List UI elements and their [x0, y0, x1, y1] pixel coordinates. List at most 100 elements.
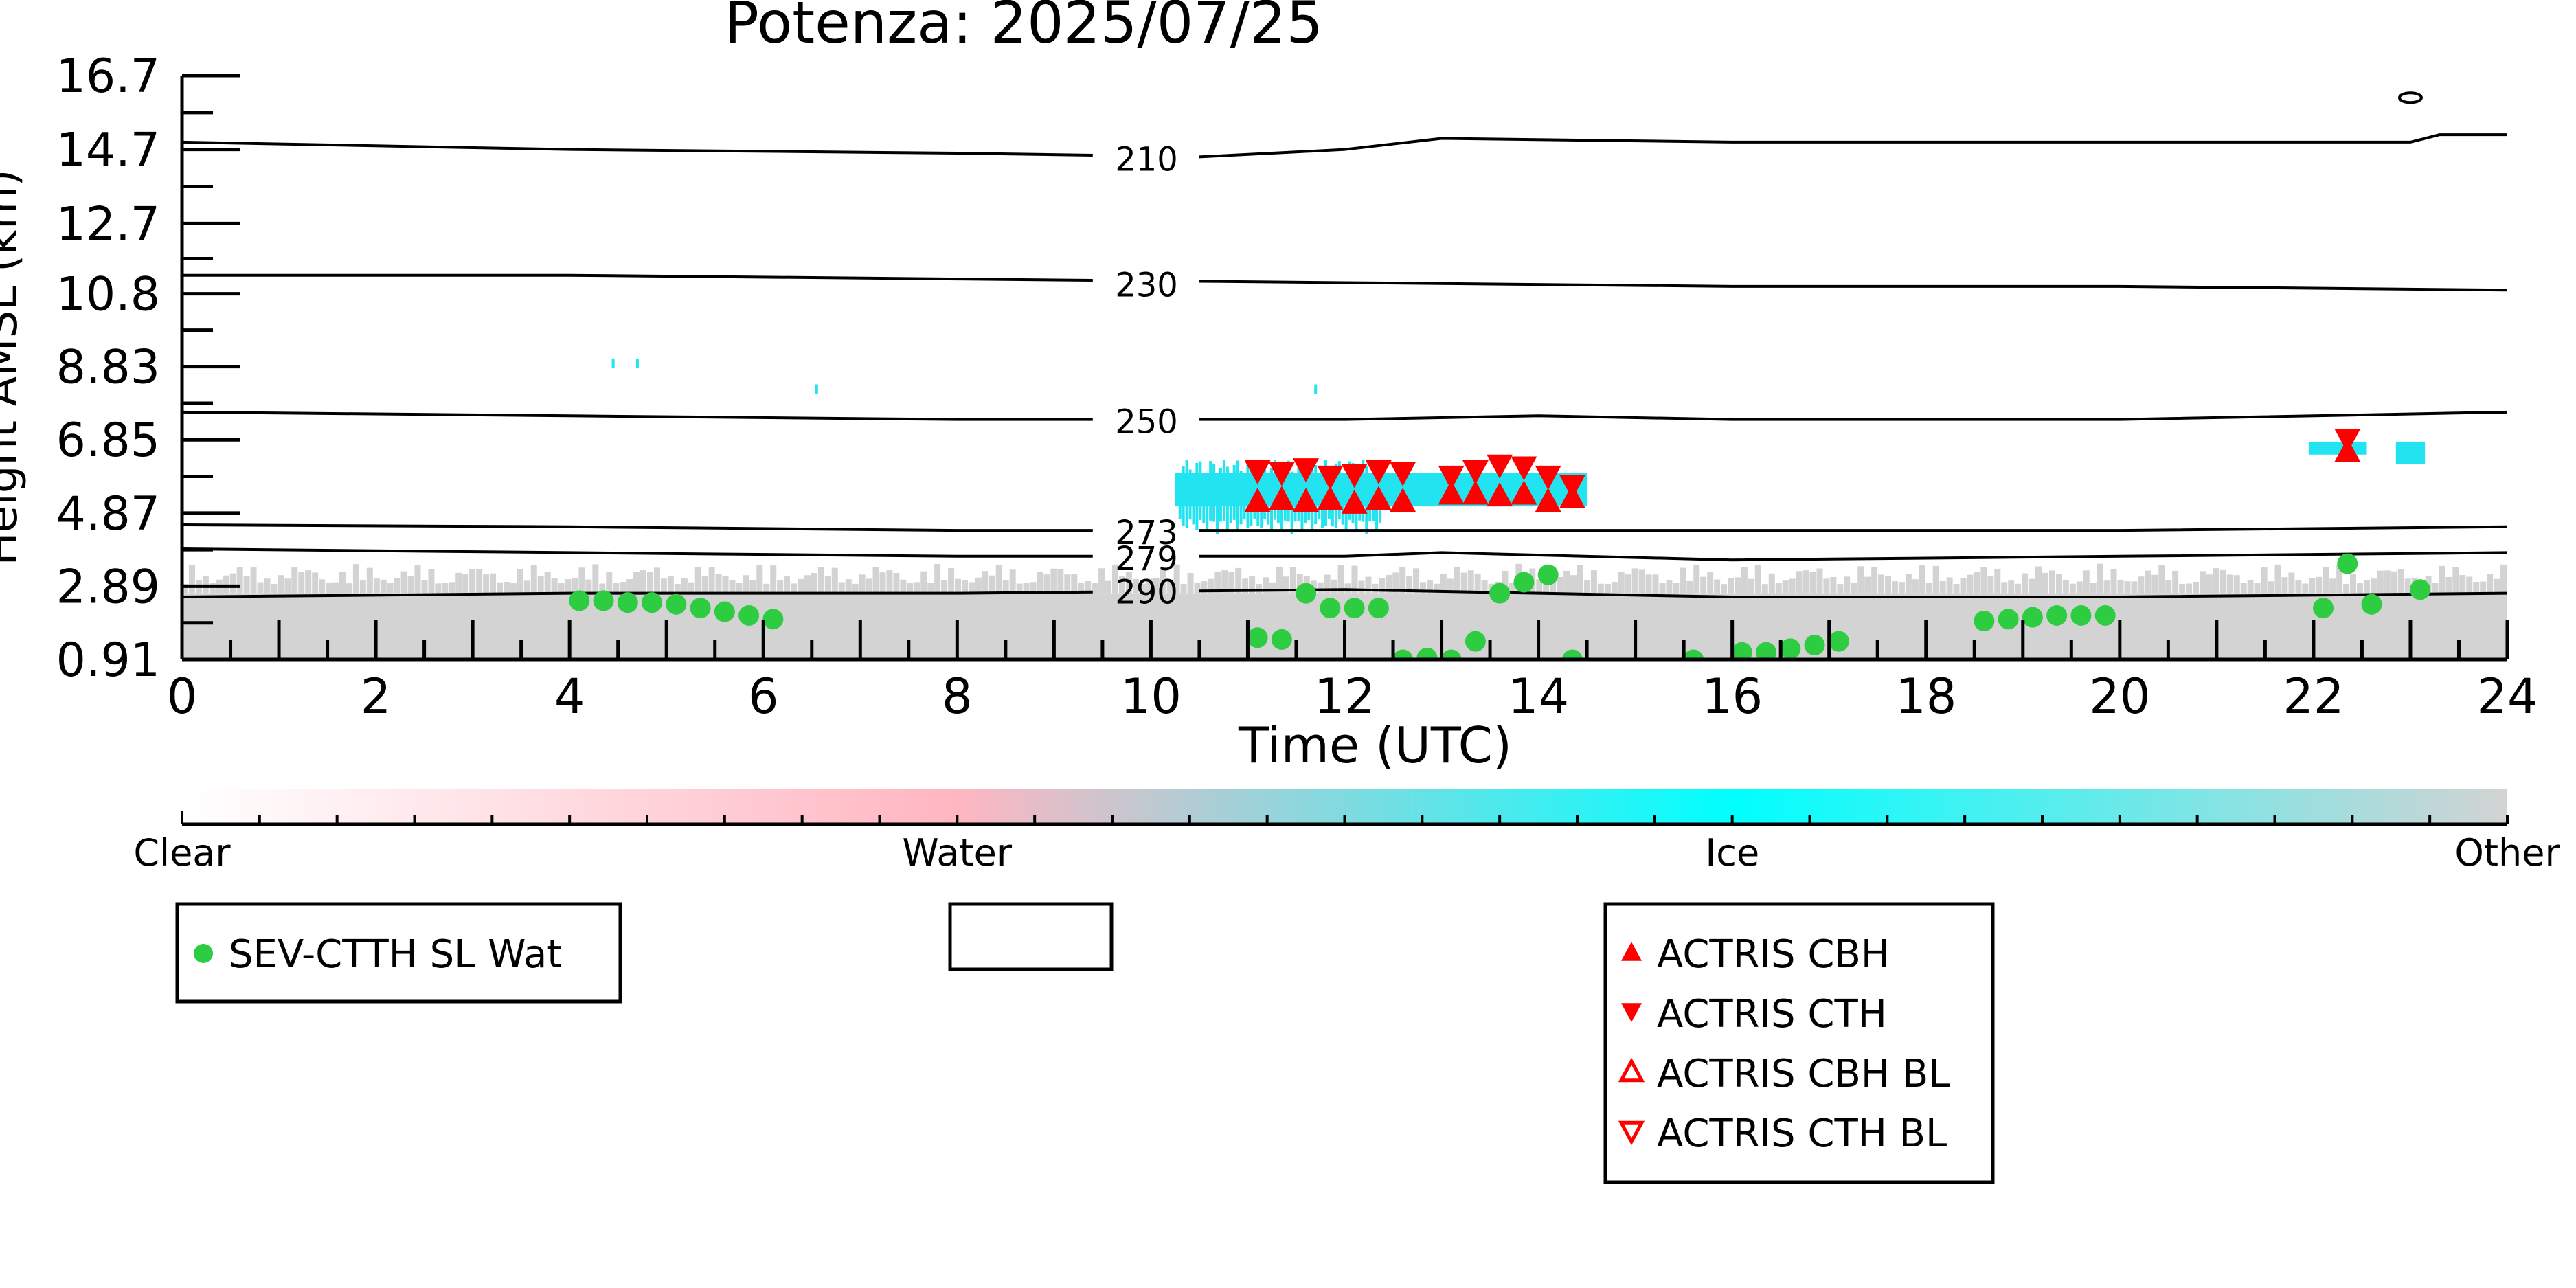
y-tick-label: 6.85 — [56, 414, 160, 468]
other-speckle — [530, 564, 537, 594]
other-speckle — [585, 579, 592, 594]
other-speckle — [2377, 570, 2384, 594]
other-speckle — [202, 575, 209, 594]
legend-label: ACTRIS CTH BL — [1657, 1111, 1947, 1156]
other-speckle — [2233, 575, 2240, 594]
other-speckle — [2295, 580, 2302, 594]
contour-label-230: 230 — [1115, 266, 1178, 304]
other-speckle — [1680, 567, 1686, 594]
other-speckle — [817, 567, 824, 594]
other-speckle — [366, 567, 373, 594]
point-sev-ctth-sl-wat — [1344, 598, 1365, 619]
contour-line-250 — [1199, 410, 2507, 421]
other-speckle — [1399, 567, 1406, 594]
other-speckle — [1112, 564, 1118, 594]
point-sev-ctth-sl-wat — [2070, 605, 2092, 626]
point-actris-cth — [1487, 454, 1513, 479]
point-actris-cth — [1559, 475, 1585, 499]
other-speckle — [804, 575, 811, 594]
contour-line-279 — [182, 547, 1093, 558]
other-speckle — [352, 564, 359, 594]
other-speckle — [749, 580, 756, 594]
other-speckle — [1721, 584, 1728, 594]
legend-label: ACTRIS CTH — [1657, 992, 1887, 1037]
other-speckle — [578, 567, 585, 594]
other-speckle — [2048, 570, 2055, 594]
other-speckle — [380, 579, 387, 594]
other-speckle — [1440, 574, 1447, 594]
other-speckle — [1016, 583, 1023, 594]
x-tick-label: 24 — [2476, 668, 2538, 725]
x-tick-label: 12 — [1314, 668, 1375, 725]
other-speckle — [2274, 564, 2281, 594]
contour-label-273: 273 — [1115, 514, 1178, 552]
other-speckle — [1420, 582, 1427, 594]
other-speckle — [1761, 584, 1768, 594]
point-actris-cth — [1462, 460, 1489, 484]
point-sev-ctth-sl-wat — [1368, 598, 1389, 619]
other-speckle — [2363, 580, 2370, 594]
legend-box-bottom-left — [175, 902, 622, 1004]
point-sev-ctth-sl-wat — [642, 592, 663, 613]
other-speckle — [1673, 583, 1680, 594]
point-sev-ctth-sl-wat — [2022, 607, 2043, 628]
other-speckle — [1953, 584, 1960, 594]
other-speckle — [681, 578, 688, 594]
other-speckle — [2329, 578, 2336, 594]
point-sev-ctth-sl-wat — [762, 609, 784, 630]
legend-box-bottom-right — [1603, 902, 1995, 1184]
legend-label: ACTRIS CBH — [1657, 932, 1890, 977]
other-speckle — [1851, 582, 1857, 594]
other-speckle — [845, 579, 852, 594]
other-speckle — [209, 583, 216, 594]
other-speckle — [988, 575, 995, 594]
other-speckle — [373, 578, 380, 594]
other-speckle — [359, 579, 366, 594]
other-speckle — [2480, 581, 2487, 594]
other-speckle — [1857, 566, 1864, 594]
point-actris-cth — [1511, 456, 1537, 481]
other-speckle — [955, 578, 962, 594]
other-speckle — [319, 579, 326, 594]
contour-line-250 — [182, 410, 1093, 421]
x-tick-label: 4 — [554, 668, 585, 725]
other-speckle — [2131, 581, 2138, 594]
point-sev-ctth-sl-wat — [2313, 598, 2334, 619]
other-speckle — [1118, 576, 1125, 594]
x-tick-label: 6 — [748, 668, 779, 725]
other-speckle — [900, 579, 907, 594]
other-speckle — [1714, 579, 1721, 594]
point-sev-ctth-sl-wat — [2337, 553, 2358, 574]
other-speckle — [1392, 572, 1399, 594]
other-speckle — [859, 574, 866, 594]
other-speckle — [537, 576, 544, 594]
other-speckle — [2268, 581, 2274, 594]
other-speckle — [1775, 583, 1782, 594]
other-speckle — [1351, 565, 1358, 594]
x-tick-label: 18 — [1895, 668, 1956, 725]
other-speckle — [934, 563, 941, 594]
other-speckle — [1166, 579, 1173, 594]
other-speckle — [1994, 568, 2001, 594]
y-tick-label: 4.87 — [56, 487, 160, 541]
other-speckle — [558, 583, 565, 594]
other-speckle — [2432, 583, 2439, 594]
point-sev-ctth-sl-wat — [1780, 638, 1801, 659]
ice-region-2 — [2395, 441, 2426, 464]
x-tick-label: 2 — [361, 668, 392, 725]
other-speckle — [2158, 565, 2165, 594]
point-actris-cth — [1438, 465, 1465, 490]
other-speckle — [1652, 574, 1659, 594]
contour-label-250: 250 — [1115, 403, 1178, 442]
other-speckle — [2336, 565, 2343, 594]
other-speckle — [2466, 576, 2473, 594]
other-speckle — [995, 565, 1002, 594]
other-speckle — [1980, 567, 1987, 594]
other-speckle — [1871, 567, 1878, 594]
other-speckle — [442, 582, 449, 594]
other-speckle — [1201, 581, 1208, 594]
colorbar-label-other: Other — [2454, 831, 2560, 874]
other-speckle — [1645, 574, 1652, 594]
point-actris-cbh — [1511, 480, 1537, 505]
